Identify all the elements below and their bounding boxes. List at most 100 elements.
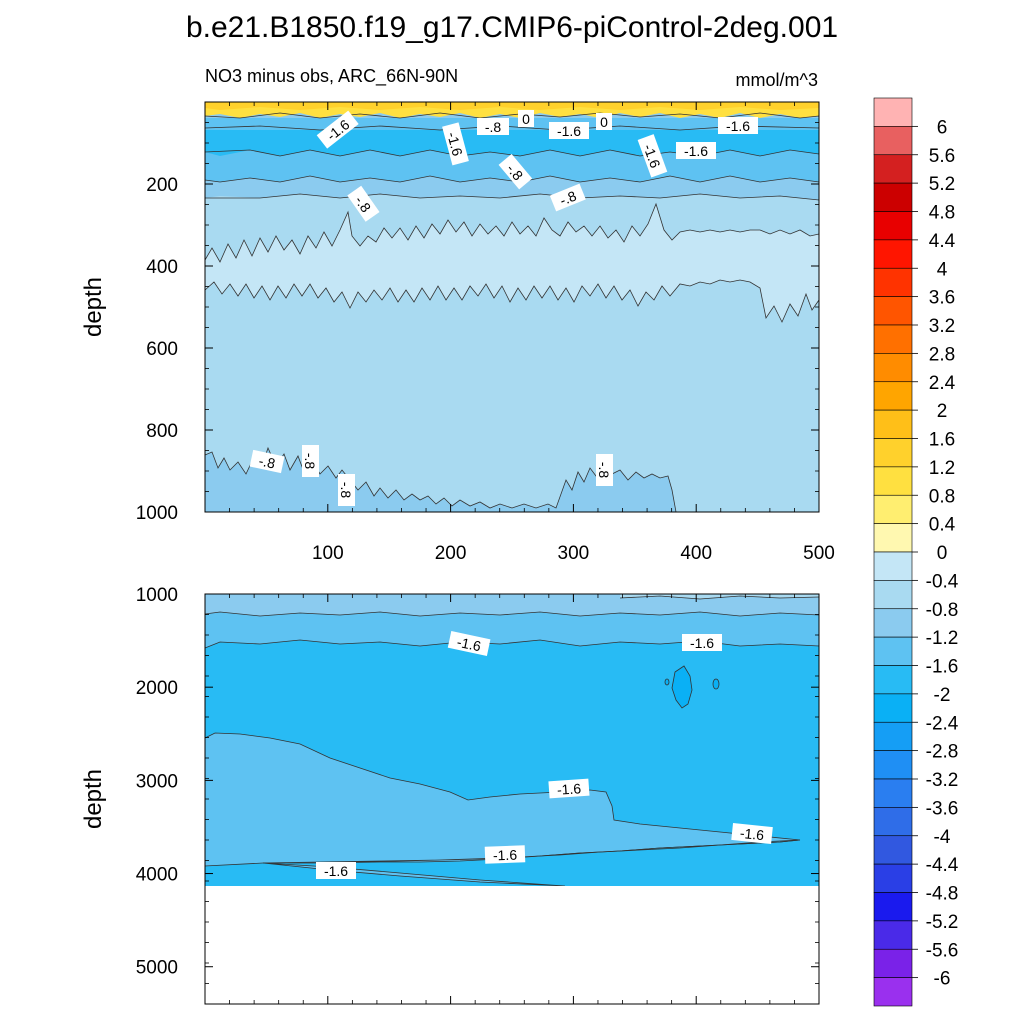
svg-text:-1.6: -1.6	[684, 143, 708, 159]
colorbar-label: -2.4	[926, 713, 959, 734]
contour-label: -.8	[477, 118, 509, 135]
colorbar-box	[873, 381, 913, 411]
colorbar-label: 3.2	[929, 316, 955, 337]
panel-upper-ylabel: depth	[80, 277, 107, 337]
colorbar-label: -6	[934, 969, 951, 990]
colorbar-box	[873, 636, 913, 666]
contour-label: -1.6	[718, 117, 758, 134]
colorbar-box	[873, 154, 913, 184]
contour-label: -1.6	[484, 845, 526, 864]
contour-label: 0	[518, 110, 534, 127]
colorbar-label: 2.8	[929, 344, 955, 365]
panel-lower-plot: -1.6 -1.6 -1.6 -1.6 -1.6 -1.6 1000 2000 3000 400…	[136, 585, 820, 1005]
colorbar-label: -3.6	[926, 798, 959, 819]
svg-text:-1.6: -1.6	[456, 634, 483, 655]
lower-contour-labels: -1.6 -1.6 -1.6 -1.6 -1.6 -1.6	[316, 631, 773, 879]
svg-text:-1.6: -1.6	[726, 118, 750, 134]
colorbar-label: 2	[937, 401, 948, 422]
colorbar-label: 2.4	[929, 373, 956, 394]
colorbar-box	[873, 353, 913, 383]
colorbar-label: -1.6	[926, 657, 959, 678]
svg-text:-1.6: -1.6	[739, 825, 765, 843]
colorbar-box	[873, 608, 913, 638]
contour-label: -1.6	[682, 634, 722, 651]
panel-lower-ylabel: depth	[80, 769, 107, 829]
y-tick-label: 1000	[136, 503, 178, 524]
contour-label: -1.6	[316, 862, 356, 879]
panel-upper-x-ticks: 100 200 300 400 500	[204, 102, 835, 564]
panel-lower: -1.6 -1.6 -1.6 -1.6 -1.6 -1.6 1000 2000 3000 400…	[80, 585, 820, 1005]
colorbar-label: -4	[934, 827, 951, 848]
lower-band-0p4-0p8	[620, 594, 819, 599]
colorbar-box	[873, 665, 913, 695]
panel-upper: NO3 minus obs, ARC_66N-90N mmol/m^3 -1.6…	[80, 66, 835, 564]
colorbar-label: 1.2	[929, 458, 955, 479]
colorbar-box	[873, 863, 913, 893]
svg-text:-.8: -.8	[596, 462, 612, 479]
colorbar-label: -0.8	[926, 600, 959, 621]
contour-label: -1.6	[447, 631, 491, 656]
svg-text:-1.6: -1.6	[444, 130, 466, 158]
contour-label: -.8	[249, 449, 285, 474]
colorbar-label: 5.6	[929, 146, 955, 167]
colorbar-box	[873, 409, 913, 439]
colorbar-box	[873, 211, 913, 241]
y-tick-label: 4000	[136, 865, 178, 886]
colorbar-box	[873, 778, 913, 808]
colorbar-box	[873, 693, 913, 723]
colorbar-label: 0.8	[929, 486, 955, 507]
colorbar-box	[873, 126, 913, 156]
colorbar-label: 3.6	[929, 288, 955, 309]
y-tick-label: 800	[146, 421, 178, 442]
colorbar-label: 0	[937, 543, 948, 564]
upper-contour-labels: -1.6-1.6-.80-1.60-1.6-.8-1.6-1.6-.8-.8-.…	[249, 110, 758, 506]
colorbar-label: -4.4	[926, 855, 959, 876]
colorbar-label: 4.8	[929, 203, 955, 224]
contour-label: -.8	[302, 445, 319, 477]
lower-blob-small	[712, 678, 720, 690]
colorbar-label: -5.6	[926, 940, 959, 961]
y-tick-label: 400	[146, 257, 178, 278]
y-tick-label: 600	[146, 339, 178, 360]
contour-label: -1.6	[731, 822, 773, 845]
svg-text:-.8: -.8	[338, 482, 354, 499]
panel-upper-plot: -1.6-1.6-.80-1.60-1.6-.8-1.6-1.6-.8-.8-.…	[136, 101, 835, 564]
x-tick-label: 500	[803, 543, 835, 564]
svg-text:-.8: -.8	[485, 119, 502, 135]
contour-label: -1.6	[676, 142, 716, 159]
band-2p0	[205, 128, 819, 156]
x-tick-label: 300	[558, 543, 590, 564]
svg-text:-1.6: -1.6	[640, 142, 663, 170]
colorbar-box	[873, 835, 913, 865]
band-shallow-0p4	[204, 202, 820, 323]
contour-label: -1.6	[549, 122, 589, 139]
colorbar-label: -1.2	[926, 628, 959, 649]
y-tick-label: 2000	[136, 678, 178, 699]
x-tick-label: 100	[312, 543, 344, 564]
contour-label: -1.6	[442, 122, 469, 166]
colorbar-box	[873, 267, 913, 297]
y-tick-label: 1000	[136, 585, 178, 606]
colorbar-box	[873, 948, 913, 978]
svg-text:-1.6: -1.6	[557, 123, 581, 139]
colorbar-label: -0.4	[926, 571, 959, 592]
colorbar-label: -3.2	[926, 770, 959, 791]
svg-text:-.8: -.8	[302, 453, 318, 470]
lower-band-0p8-1p2	[205, 594, 819, 616]
panel-upper-units: mmol/m^3	[736, 70, 818, 90]
svg-text:0: 0	[600, 114, 608, 130]
colorbar: 6 5.6 5.2 4.8 4.4 4 3.6 3.2 2.8 2.4 2 1.6 1.2 0.8 0.4 0…	[873, 97, 959, 1007]
colorbar-box	[873, 750, 913, 780]
lower-below-data	[205, 886, 819, 1004]
colorbar-box	[873, 182, 913, 212]
colorbar-label: -2	[934, 685, 951, 706]
svg-text:0: 0	[522, 111, 530, 127]
colorbar-box	[873, 580, 913, 610]
colorbar-box	[873, 324, 913, 354]
svg-text:-1.6: -1.6	[690, 635, 714, 651]
svg-text:-1.6: -1.6	[493, 847, 518, 864]
colorbar-box	[873, 494, 913, 524]
y-tick-label: 3000	[136, 771, 178, 792]
colorbar-label: 4.4	[929, 231, 956, 252]
